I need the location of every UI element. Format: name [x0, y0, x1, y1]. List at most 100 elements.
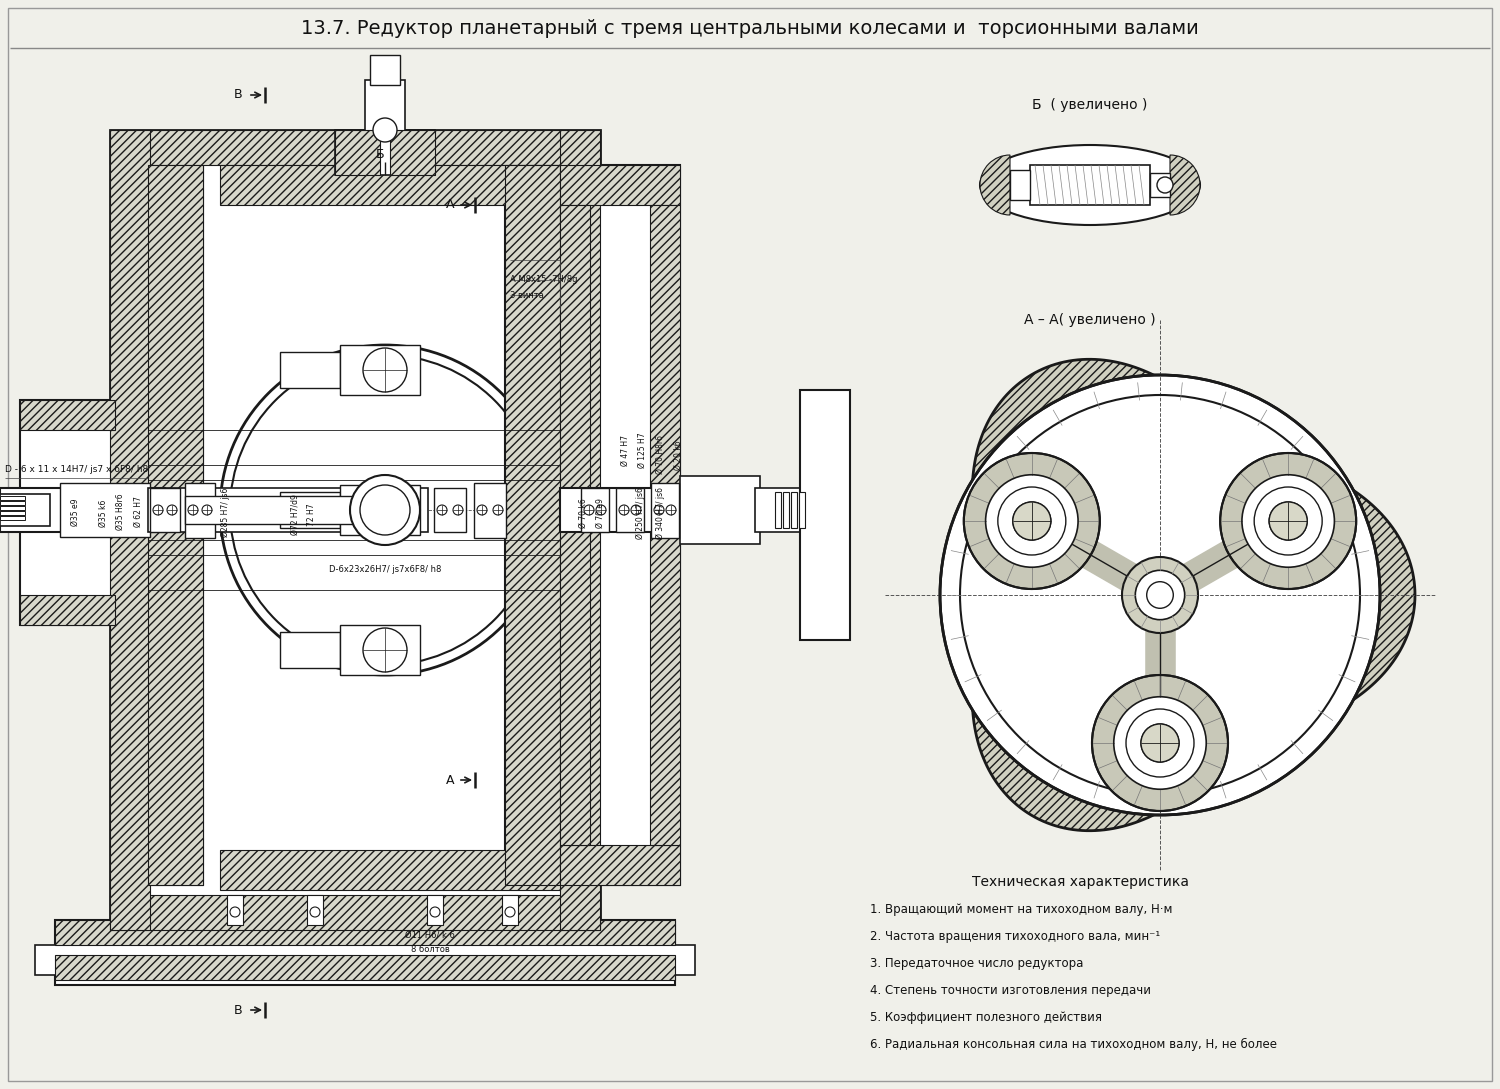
Text: Ø 20 k6: Ø 20 k6: [674, 440, 682, 469]
Circle shape: [1142, 724, 1179, 762]
Bar: [0, 494, 50, 526]
Circle shape: [1122, 556, 1198, 633]
Bar: [650, 205, 680, 845]
Text: Ø 125 H7: Ø 125 H7: [638, 432, 646, 468]
Text: 5. Коэффициент полезного действия: 5. Коэффициент полезного действия: [870, 1011, 1102, 1024]
Text: Ø 62 H7: Ø 62 H7: [134, 497, 142, 527]
Bar: [1030, 166, 1150, 205]
Text: Ø 70 k6: Ø 70 k6: [579, 498, 588, 528]
Text: А – А( увеличено ): А – А( увеличено ): [1024, 313, 1156, 327]
Text: 2. Частота вращения тихоходного вала, мин⁻¹: 2. Частота вращения тихоходного вала, ми…: [870, 930, 1161, 943]
Circle shape: [310, 907, 320, 917]
Circle shape: [220, 345, 550, 675]
Bar: [0, 506, 26, 510]
Bar: [340, 625, 420, 675]
Bar: [280, 352, 340, 388]
Text: Ø35 e9: Ø35 e9: [70, 499, 80, 526]
Bar: [370, 56, 400, 85]
Bar: [220, 851, 560, 890]
Text: Ø72 H7/d9: Ø72 H7/d9: [291, 494, 300, 536]
Bar: [560, 488, 760, 533]
Bar: [20, 400, 116, 625]
Circle shape: [494, 505, 502, 515]
Bar: [783, 492, 789, 528]
Text: А: А: [446, 198, 454, 211]
Bar: [60, 484, 150, 537]
Bar: [340, 485, 420, 535]
Bar: [148, 488, 427, 533]
Circle shape: [506, 907, 515, 917]
Circle shape: [1013, 502, 1052, 540]
Bar: [148, 166, 202, 885]
Circle shape: [1092, 675, 1228, 811]
Text: 8 болтов: 8 болтов: [411, 945, 450, 954]
Circle shape: [1220, 453, 1356, 589]
Wedge shape: [980, 155, 1010, 215]
Circle shape: [964, 453, 1100, 589]
Bar: [1106, 723, 1215, 778]
Bar: [560, 166, 680, 205]
Circle shape: [188, 505, 198, 515]
Bar: [20, 595, 116, 625]
Bar: [56, 920, 675, 984]
Circle shape: [360, 485, 410, 535]
Bar: [0, 511, 26, 515]
Bar: [280, 632, 340, 668]
Text: 3 винта: 3 винта: [510, 291, 544, 299]
Bar: [56, 920, 675, 945]
Text: 13.7. Редуктор планетарный с тремя центральными колесами и  торсионными валами: 13.7. Редуктор планетарный с тремя центр…: [302, 19, 1198, 37]
Circle shape: [363, 628, 407, 672]
Text: 3. Передаточное число редуктора: 3. Передаточное число редуктора: [870, 957, 1083, 970]
Circle shape: [230, 355, 540, 665]
Bar: [390, 130, 435, 175]
Bar: [226, 895, 243, 925]
Circle shape: [350, 475, 420, 544]
Text: 4. Степень точности изготовления передачи: 4. Степень точности изготовления передач…: [870, 984, 1150, 998]
Circle shape: [1156, 178, 1173, 193]
Text: Ø 70 H8r6: Ø 70 H8r6: [656, 436, 664, 475]
Bar: [580, 488, 609, 533]
Bar: [184, 495, 386, 524]
Bar: [433, 488, 466, 533]
Bar: [148, 166, 202, 885]
Bar: [616, 488, 644, 533]
Bar: [506, 166, 560, 885]
Bar: [184, 484, 214, 538]
Circle shape: [620, 505, 628, 515]
Text: А М8х15 -7Н/8g: А М8х15 -7Н/8g: [510, 276, 578, 284]
Bar: [560, 130, 600, 930]
Text: 1. Вращающий момент на тихоходном валу, Н·м: 1. Вращающий момент на тихоходном валу, …: [870, 903, 1173, 916]
Bar: [776, 492, 782, 528]
Polygon shape: [972, 359, 1414, 831]
Text: Ø 47 H7: Ø 47 H7: [621, 435, 630, 465]
Bar: [110, 130, 600, 166]
Circle shape: [1136, 571, 1185, 620]
Bar: [340, 345, 420, 395]
Polygon shape: [986, 475, 1078, 567]
Bar: [474, 484, 506, 538]
Circle shape: [1269, 502, 1306, 540]
Bar: [790, 492, 796, 528]
Circle shape: [202, 505, 211, 515]
Text: 72 H7: 72 H7: [308, 504, 316, 526]
Circle shape: [940, 375, 1380, 815]
Circle shape: [453, 505, 464, 515]
Text: А: А: [446, 773, 454, 786]
Text: Ø 250 H7/ js6: Ø 250 H7/ js6: [636, 487, 645, 539]
Circle shape: [363, 488, 407, 533]
Circle shape: [166, 505, 177, 515]
Circle shape: [584, 505, 594, 515]
Bar: [1010, 170, 1031, 200]
Circle shape: [666, 505, 676, 515]
Bar: [308, 895, 322, 925]
Text: D - 6 x 11 x 14H7/ js7 x 6F8/ h8: D - 6 x 11 x 14H7/ js7 x 6F8/ h8: [4, 465, 148, 475]
Circle shape: [1146, 582, 1173, 609]
Ellipse shape: [980, 145, 1200, 225]
Text: Ø35 H8r6: Ø35 H8r6: [116, 493, 124, 530]
Text: 6. Радиальная консольная сила на тихоходном валу, Н, не более: 6. Радиальная консольная сила на тихоход…: [870, 1038, 1276, 1051]
Bar: [150, 488, 180, 533]
Bar: [220, 166, 560, 205]
Bar: [0, 495, 26, 500]
Circle shape: [153, 505, 164, 515]
Circle shape: [363, 348, 407, 392]
